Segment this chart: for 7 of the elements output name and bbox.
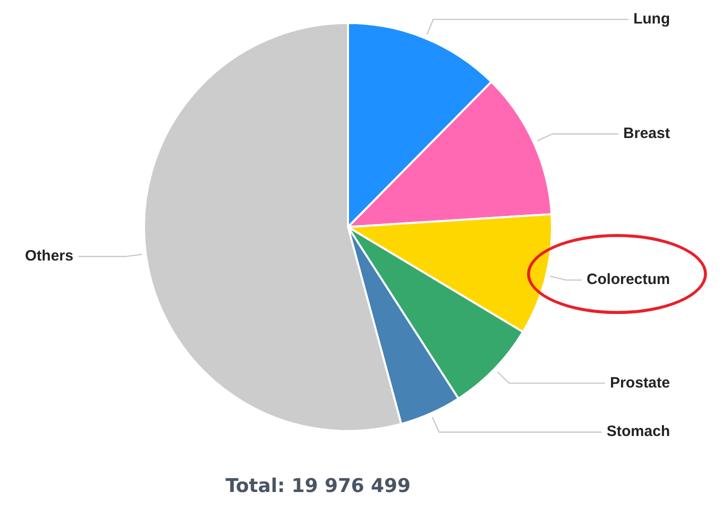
- slice-label: Colorectum: [586, 271, 670, 288]
- slice-label: Others: [25, 248, 74, 265]
- slice-label: Stomach: [606, 423, 670, 440]
- slice-label: Breast: [623, 125, 670, 142]
- slice-label: Prostate: [610, 374, 670, 392]
- slice-label: Lung: [633, 10, 670, 28]
- text: Total: 19 976 499: [225, 474, 411, 497]
